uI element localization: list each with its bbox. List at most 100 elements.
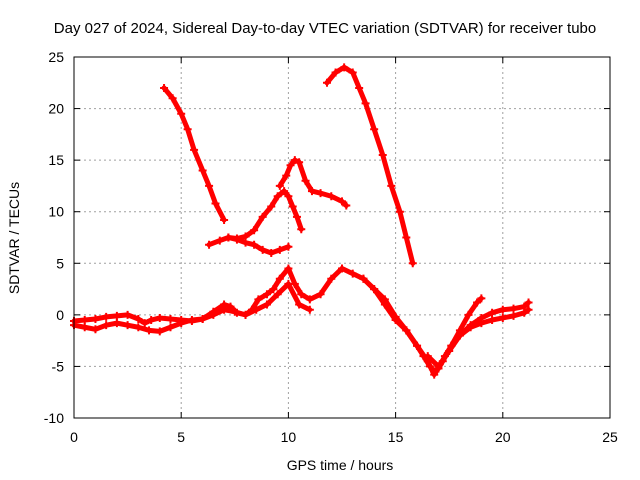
data-point <box>307 187 316 196</box>
data-point <box>524 305 533 314</box>
data-point <box>80 323 89 332</box>
data-point <box>91 314 100 323</box>
series-track-c <box>160 83 229 224</box>
data-point <box>198 314 207 323</box>
data-point <box>445 346 454 355</box>
data-point <box>177 109 186 118</box>
data-point <box>282 171 291 180</box>
data-point <box>509 304 518 313</box>
data-point <box>295 158 304 167</box>
data-point <box>434 362 443 371</box>
data-point <box>134 314 143 323</box>
data-point <box>301 176 310 185</box>
data-point <box>168 94 177 103</box>
data-point <box>205 181 214 190</box>
data-point <box>466 321 475 330</box>
data-point <box>286 161 295 170</box>
data-point <box>102 321 111 330</box>
data-point <box>252 305 261 314</box>
data-point <box>297 225 306 234</box>
data-point <box>430 370 439 379</box>
data-point <box>380 295 389 304</box>
data-point <box>402 326 411 335</box>
data-point <box>288 202 297 211</box>
data-point <box>498 305 507 314</box>
data-point <box>473 298 482 307</box>
plot-frame <box>73 56 611 419</box>
data-point <box>509 311 518 320</box>
data-point <box>327 192 336 201</box>
data-point <box>80 316 89 325</box>
data-point <box>205 240 214 249</box>
data-point <box>269 285 278 294</box>
y-tick-label: 15 <box>48 152 64 168</box>
y-tick-label: -10 <box>44 410 64 426</box>
data-point <box>387 181 396 190</box>
x-tick-label: 15 <box>388 429 404 445</box>
series-track-i <box>423 298 533 371</box>
data-point <box>331 68 340 77</box>
data-point <box>177 319 186 328</box>
data-point <box>230 307 239 316</box>
data-point <box>361 99 370 108</box>
data-point <box>395 207 404 216</box>
x-tick-label: 0 <box>70 429 78 445</box>
y-axis-label: SDTVAR / TECUs <box>6 182 22 294</box>
data-series <box>70 63 533 379</box>
data-point <box>262 300 271 309</box>
data-point <box>378 150 387 159</box>
data-point <box>316 290 325 299</box>
data-point <box>198 166 207 175</box>
data-point <box>155 327 164 336</box>
data-point <box>209 310 218 319</box>
data-point <box>488 316 497 325</box>
data-point <box>275 245 284 254</box>
x-axis-label: GPS time / hours <box>287 457 394 473</box>
data-point <box>359 274 368 283</box>
data-point <box>524 298 533 307</box>
data-point <box>297 290 306 299</box>
data-point <box>190 145 199 154</box>
series-track-f <box>275 156 351 210</box>
data-point <box>147 316 156 325</box>
data-point <box>413 341 422 350</box>
data-point <box>370 125 379 134</box>
data-point <box>284 279 293 288</box>
data-point <box>477 313 486 322</box>
data-point <box>348 269 357 278</box>
data-point <box>327 274 336 283</box>
data-point <box>284 192 293 201</box>
data-point <box>342 201 351 210</box>
data-point <box>370 285 379 294</box>
data-point <box>338 264 346 273</box>
data-point <box>284 264 293 273</box>
y-tick-label: 10 <box>48 204 64 220</box>
data-point <box>305 305 314 314</box>
data-point <box>455 331 464 340</box>
data-point <box>258 212 267 221</box>
series-track-g <box>322 63 417 268</box>
data-point <box>423 352 432 361</box>
data-point <box>220 305 229 314</box>
data-point <box>488 308 497 317</box>
data-point <box>477 294 486 303</box>
data-point <box>187 316 196 325</box>
data-point <box>254 295 263 304</box>
data-point <box>498 313 507 322</box>
data-point <box>295 300 304 309</box>
data-point <box>340 63 349 72</box>
data-point <box>290 156 299 165</box>
data-point <box>284 242 293 251</box>
data-point <box>160 83 169 92</box>
series-line <box>360 276 484 378</box>
y-tick-label: 0 <box>56 307 64 323</box>
data-point <box>273 192 282 201</box>
data-point <box>280 187 289 196</box>
data-point <box>250 240 259 249</box>
x-tick-label: 10 <box>281 429 297 445</box>
data-point <box>155 313 164 322</box>
x-tick-label: 20 <box>495 429 511 445</box>
series-track-e <box>224 233 293 257</box>
data-point <box>322 78 331 87</box>
